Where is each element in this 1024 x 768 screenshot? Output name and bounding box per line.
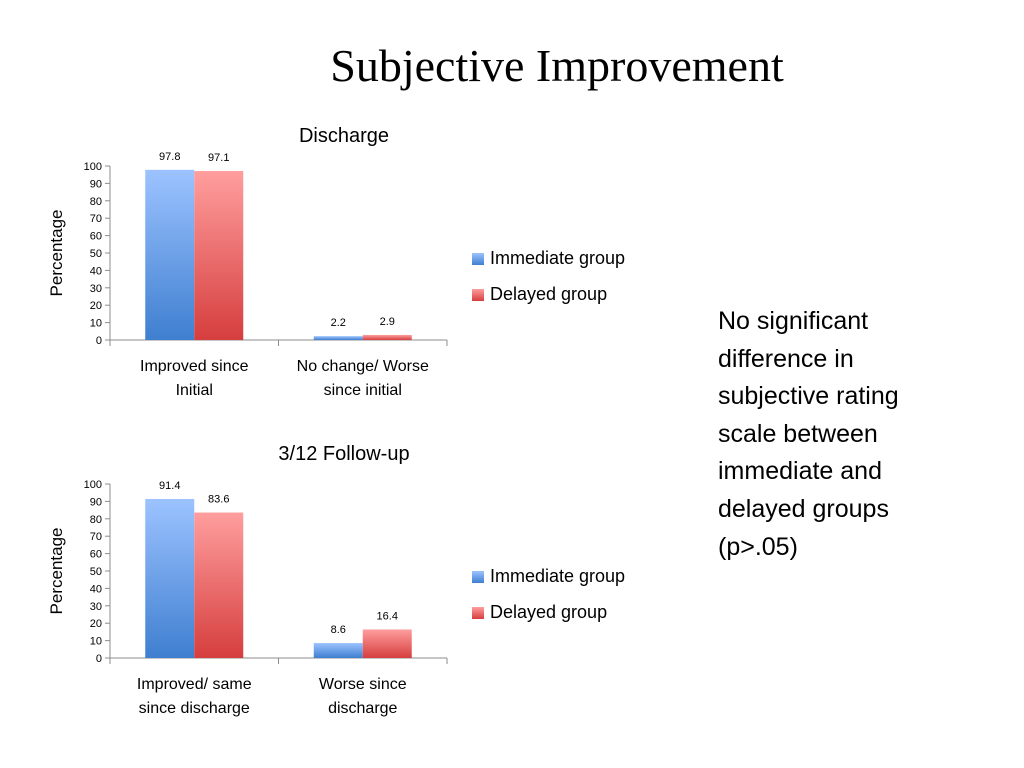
category-label: discharge xyxy=(328,700,397,717)
category-label: Worse since xyxy=(319,676,407,693)
slide-title: Subjective Improvement xyxy=(330,40,784,91)
y-tick-label: 0 xyxy=(96,653,102,665)
follow-up-chart-svg: 3/12 Follow-up Percentage 0 10 20 30 40 50 60 70 8… xyxy=(47,443,625,717)
bar-immediate xyxy=(145,498,195,658)
y-tick-label: 20 xyxy=(90,618,102,630)
y-axis-label: Percentage xyxy=(47,210,66,297)
data-label: 16.4 xyxy=(377,610,398,622)
data-label: 97.1 xyxy=(208,152,229,164)
y-tick-label: 50 xyxy=(90,566,102,578)
y-tick-label: 20 xyxy=(90,300,102,312)
legend-label: Delayed group xyxy=(490,284,607,304)
data-label: 2.9 xyxy=(380,316,395,328)
y-tick-label: 60 xyxy=(90,549,102,561)
discharge-chart-svg: Discharge Percentage 0 10 20 30 40 50 60 70 80 90 10… xyxy=(47,125,625,399)
legend-label: Immediate group xyxy=(490,248,625,268)
data-label: 83.6 xyxy=(208,494,229,506)
legend-swatch-delayed xyxy=(472,289,484,301)
y-tick-label: 40 xyxy=(90,265,102,277)
y-tick-label: 80 xyxy=(90,196,102,208)
conclusion-text: No significant difference in subjective … xyxy=(718,307,899,561)
y-tick-label: 70 xyxy=(90,531,102,543)
y-tick-label: 60 xyxy=(90,231,102,243)
y-tick-label: 90 xyxy=(90,178,102,190)
data-label: 8.6 xyxy=(331,624,346,636)
legend-label: Immediate group xyxy=(490,566,625,586)
y-tick-label: 10 xyxy=(90,636,102,648)
legend-swatch-immediate xyxy=(472,571,484,583)
bar-immediate xyxy=(145,169,195,340)
category-label: since initial xyxy=(324,382,402,399)
chart-title: Discharge xyxy=(299,125,389,147)
bar-delayed xyxy=(362,629,412,658)
category-label: since discharge xyxy=(139,700,250,717)
y-tick-label: 10 xyxy=(90,318,102,330)
legend-swatch-immediate xyxy=(472,253,484,265)
bar-delayed xyxy=(194,512,244,658)
legend-label: Delayed group xyxy=(490,602,607,622)
bar-immediate xyxy=(313,643,363,658)
y-axis-label: Percentage xyxy=(47,528,66,615)
category-label: Improved since xyxy=(140,358,249,375)
chart-title: 3/12 Follow-up xyxy=(278,443,409,465)
follow-up-chart: 3/12 Follow-up Percentage 0 10 20 30 40 50 60 70 8… xyxy=(40,436,680,736)
y-tick-label: 50 xyxy=(90,248,102,260)
y-tick-label: 80 xyxy=(90,514,102,526)
bar-immediate xyxy=(313,336,363,340)
category-label: No change/ Worse xyxy=(297,358,429,375)
data-label: 2.2 xyxy=(331,317,346,329)
y-tick-label: 100 xyxy=(84,161,102,173)
y-tick-label: 30 xyxy=(90,283,102,295)
bar-delayed xyxy=(194,171,244,340)
y-tick-label: 70 xyxy=(90,213,102,225)
y-tick-label: 90 xyxy=(90,496,102,508)
category-label: Improved/ same xyxy=(137,676,252,693)
data-label: 97.8 xyxy=(159,151,180,163)
discharge-chart: Discharge Percentage 0 10 20 30 40 50 60 70 80 90 10… xyxy=(40,118,680,418)
y-tick-label: 100 xyxy=(84,479,102,491)
y-tick-label: 40 xyxy=(90,583,102,595)
category-label: Initial xyxy=(176,382,213,399)
data-label: 91.4 xyxy=(159,480,180,492)
bar-delayed xyxy=(362,334,412,340)
y-tick-label: 30 xyxy=(90,601,102,613)
y-tick-label: 0 xyxy=(96,335,102,347)
legend-swatch-delayed xyxy=(472,607,484,619)
